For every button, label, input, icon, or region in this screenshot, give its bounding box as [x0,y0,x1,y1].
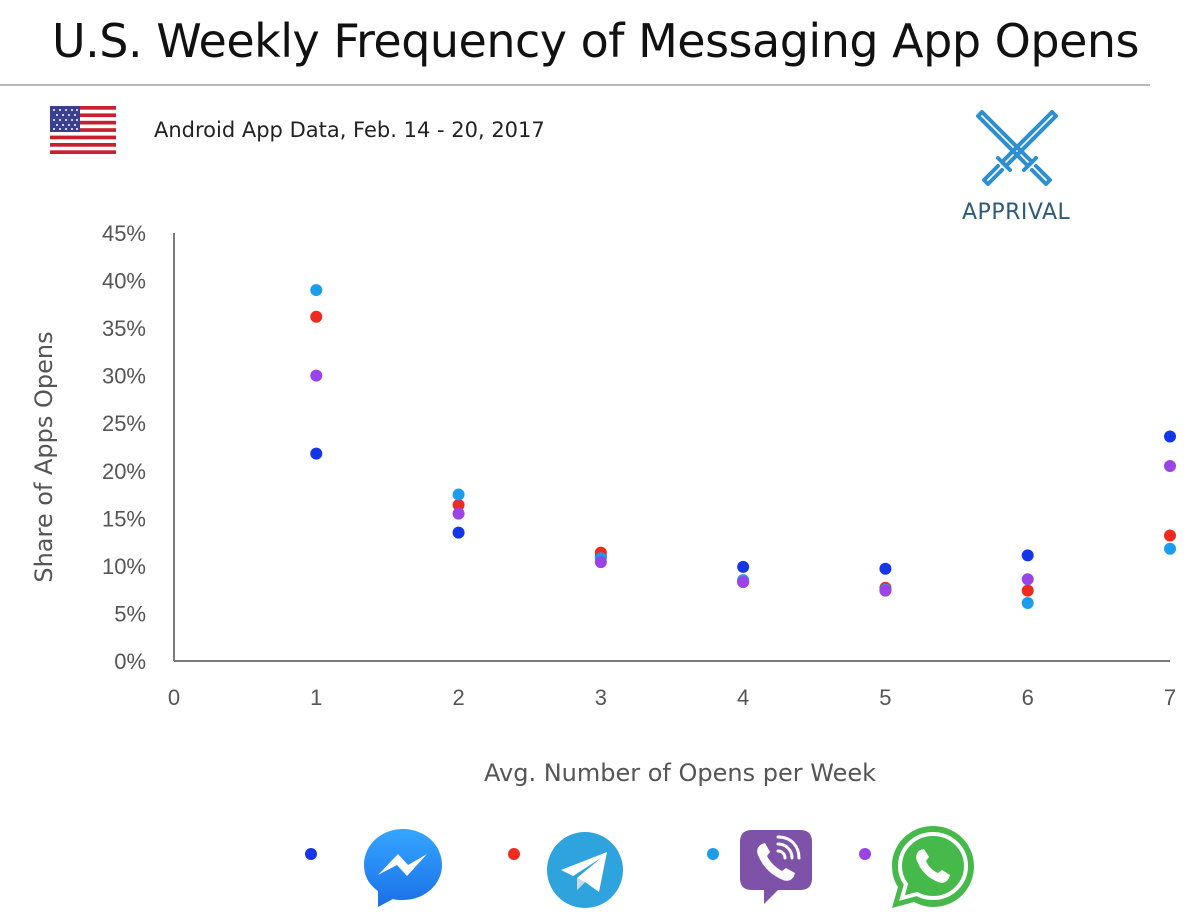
data-point-viber [452,488,465,501]
data-point-messenger [1164,430,1176,443]
data-point-messenger [879,562,892,575]
data-point-messenger [737,560,750,573]
title-divider [0,84,1150,86]
y-axis-ticks: 0% 5% 10% 15% 20% 25% 30% 35% 40% 45% [102,221,146,674]
data-point-messenger [310,447,323,460]
x-tick-label: 3 [595,685,607,710]
x-tick-label: 1 [310,685,322,710]
y-tick-label: 35% [102,316,146,341]
data-point-whatsapp [594,556,607,569]
data-point-telegram [310,310,323,323]
data-point-telegram [1164,529,1176,542]
y-tick-label: 30% [102,364,146,389]
series-messenger [310,430,1176,575]
y-tick-label: 45% [102,221,146,246]
data-point-viber [1021,596,1034,609]
y-tick-label: 40% [102,269,146,294]
data-point-telegram [1021,584,1034,597]
y-tick-label: 20% [102,459,146,484]
data-point-messenger [1021,549,1034,562]
series-telegram [310,310,1176,597]
y-tick-label: 5% [114,601,146,626]
legend-swatch-messenger [305,848,317,860]
messenger-icon [364,829,442,907]
series-whatsapp [310,369,1176,597]
legend-swatch-telegram [508,848,520,860]
data-point-messenger [452,526,465,539]
data-point-viber [1164,542,1176,555]
data-point-whatsapp [1021,573,1034,586]
telegram-icon [547,832,623,908]
y-tick-label: 0% [114,649,146,674]
x-tick-label: 0 [168,685,180,710]
crossed-swords-icon [976,110,1058,186]
chart-title: U.S. Weekly Frequency of Messaging App O… [52,14,1140,68]
data-points [310,284,1176,609]
data-point-whatsapp [1164,460,1176,473]
y-tick-label: 10% [102,554,146,579]
x-tick-label: 2 [452,685,464,710]
us-flag-icon [50,106,116,154]
viber-icon [740,830,812,904]
y-tick-label: 25% [102,411,146,436]
x-axis-ticks: 0 1 2 3 4 5 6 7 [168,685,1176,710]
data-point-whatsapp [310,369,323,382]
data-point-viber [310,284,323,297]
x-tick-label: 4 [737,685,749,710]
legend-swatch-whatsapp [859,848,871,860]
series-viber [310,284,1176,609]
y-tick-label: 15% [102,506,146,531]
chart-subtitle: Android App Data, Feb. 14 - 20, 2017 [154,118,545,142]
x-axis-title: Avg. Number of Opens per Week [484,759,876,787]
brand-logo-text: APPRIVAL [962,200,1071,225]
data-point-whatsapp [879,584,892,597]
data-point-whatsapp [452,507,465,520]
data-point-whatsapp [737,576,750,589]
x-tick-label: 6 [1022,685,1034,710]
whatsapp-icon [892,826,974,908]
y-axis-title: Share of Apps Opens [30,331,58,582]
x-tick-label: 7 [1164,685,1176,710]
x-tick-label: 5 [879,685,891,710]
data-point-telegram [452,499,465,512]
legend-swatch-viber [707,848,719,860]
